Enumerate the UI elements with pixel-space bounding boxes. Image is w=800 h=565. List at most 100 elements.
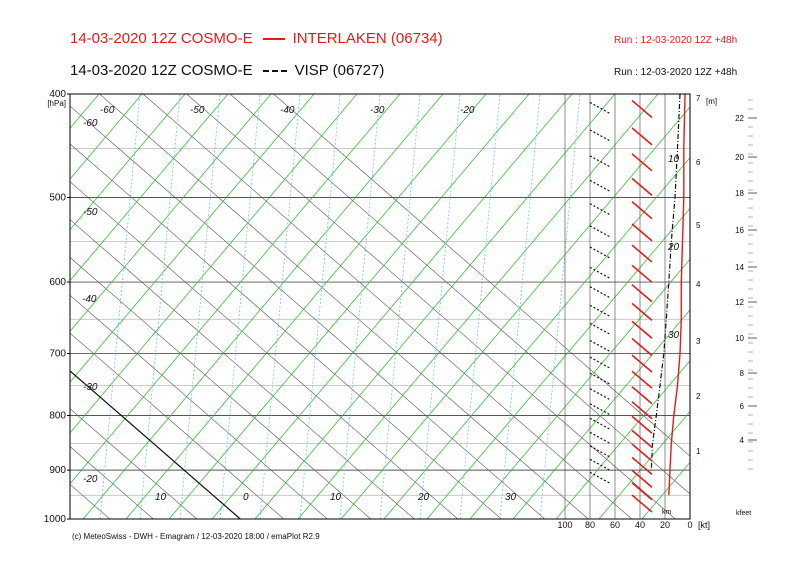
interlaken-wind-barb (631, 177, 653, 196)
dry-adiabat-line (70, 94, 143, 180)
dry-adiabat-line (426, 207, 690, 519)
interlaken-wind-barb (631, 354, 653, 373)
interlaken-wind-barb (631, 482, 653, 501)
mixing-ratio-line (539, 94, 581, 519)
height-km-tick: 3 (696, 337, 701, 346)
interlaken-wind-barb (631, 415, 653, 434)
interlaken-wind-barb (631, 386, 653, 405)
dry-adiabat-line (297, 94, 659, 519)
mixing-ratio-line (419, 94, 461, 519)
dry-adiabat-line (70, 94, 100, 129)
interlaken-wind-barb (631, 302, 653, 321)
visp-wind-barb (589, 417, 611, 430)
run-info-2: Run : 12-03-2020 12Z +48h (614, 67, 738, 78)
interlaken-wind-barb (631, 201, 653, 220)
interlaken-wind-barb (631, 494, 653, 513)
temperature-label-bottom: 20 (417, 492, 430, 503)
mixing-ratio-line (339, 94, 381, 519)
height-km-tick: 5 (696, 221, 701, 230)
isotherm-line (0, 94, 23, 519)
mixing-ratio-line (179, 94, 221, 519)
isotherm-line (0, 94, 66, 519)
interlaken-wind-barb (631, 401, 653, 420)
wind-speed-unit: [kt] (698, 520, 710, 530)
run-info-1: Run : 12-03-2020 12Z +48h (614, 35, 738, 46)
wind-speed-tick: 0 (687, 520, 692, 530)
interlaken-wind-barb (631, 320, 653, 339)
dry-adiabat-line (598, 410, 690, 519)
header-line-visp: 14-03-2020 12Z COSMO-E VISP (06727) (70, 62, 384, 79)
interlaken-wind-barb (631, 370, 653, 389)
height-kfeet-tick: 22 (735, 114, 744, 123)
potential-temp-label: -30 (83, 382, 98, 393)
potential-temp-label: -50 (83, 207, 98, 218)
dry-adiabat-line (211, 94, 573, 519)
station-label-visp: VISP (06727) (294, 62, 385, 79)
height-kfeet-tick: 8 (740, 369, 745, 378)
height-unit-label: [m] (706, 97, 717, 106)
header-line-interlaken: 14-03-2020 12Z COSMO-E INTERLAKEN (06734) (70, 30, 443, 47)
dry-adiabat-line (70, 94, 229, 282)
height-kfeet-tick: 16 (735, 226, 744, 235)
legend-visp-line (262, 70, 287, 73)
temperature-label-bottom: 30 (505, 492, 517, 503)
height-kfeet-tick: 10 (735, 334, 744, 343)
height-kfeet-tick: 18 (735, 189, 744, 198)
height-kfeet-label: kfeet (736, 510, 751, 517)
interlaken-wind-barb (631, 469, 653, 488)
interlaken-wind-barb (631, 443, 653, 462)
visp-wind-barb (589, 179, 611, 192)
dry-adiabat-line (469, 258, 690, 519)
height-km-tick: 1 (696, 447, 701, 456)
pressure-tick-label: 600 (49, 277, 66, 288)
interlaken-temperature-line (0, 94, 32, 485)
visp-wind-barb (589, 372, 611, 385)
interlaken-wind-profile (668, 94, 686, 496)
interlaken-wind-barb (631, 264, 653, 283)
mixing-ratio-line (259, 94, 301, 519)
pressure-tick-label: 700 (49, 349, 66, 360)
height-kfeet-tick: 20 (735, 153, 744, 162)
dry-adiabat-line (340, 106, 690, 519)
wind-speed-tick: 20 (660, 520, 670, 530)
isotherm-line (99, 94, 589, 519)
pressure-tick-label: 500 (49, 192, 66, 203)
interlaken-wind-barb (631, 284, 653, 303)
dry-adiabat-line (70, 94, 401, 485)
isotherm-line (273, 94, 690, 457)
visp-wind-barb (589, 246, 611, 259)
wind-speed-tick: 80 (585, 520, 595, 530)
interlaken-wind-barb (631, 456, 653, 475)
pressure-unit-label: [hPa] (47, 99, 66, 108)
model-run-label-2: 14-03-2020 12Z COSMO-E (70, 62, 253, 79)
wind-speed-tick: 100 (557, 520, 572, 530)
isotherm-line (70, 483, 110, 519)
km-label: km (662, 509, 672, 516)
wind-profile-label: 10 (668, 154, 680, 165)
dry-adiabat-line (0, 94, 56, 519)
dry-adiabat-line (70, 94, 272, 332)
dry-adiabat-line (641, 461, 690, 519)
plot-frame (69, 93, 691, 520)
visp-wind-barb (589, 286, 611, 299)
potential-temp-label: -20 (83, 474, 98, 485)
height-kfeet-tick: 4 (740, 436, 745, 445)
copyright-footer: (c) MeteoSwiss - DWH - Emagram / 12-03-2… (72, 532, 320, 541)
interlaken-wind-barb (631, 223, 653, 242)
visp-wind-barb (589, 339, 611, 353)
temperature-label-bottom: 10 (330, 492, 342, 503)
isotherm-line (70, 143, 502, 519)
temperature-label-top: -30 (370, 105, 385, 116)
dry-adiabat-line (70, 94, 358, 434)
temperature-label-bottom: 10 (155, 492, 167, 503)
mixing-ratio-line (499, 94, 541, 519)
temperature-label-top: -60 (100, 105, 115, 116)
isotherm-line (70, 257, 371, 519)
mixing-ratio-line (219, 94, 261, 519)
visp-wind-barb (589, 322, 611, 335)
isotherm-line (70, 181, 458, 519)
model-run-label-1: 14-03-2020 12Z COSMO-E (70, 30, 253, 47)
visp-wind-barb (589, 458, 611, 471)
isotherm-line (70, 294, 328, 519)
isotherm-line (70, 219, 415, 519)
